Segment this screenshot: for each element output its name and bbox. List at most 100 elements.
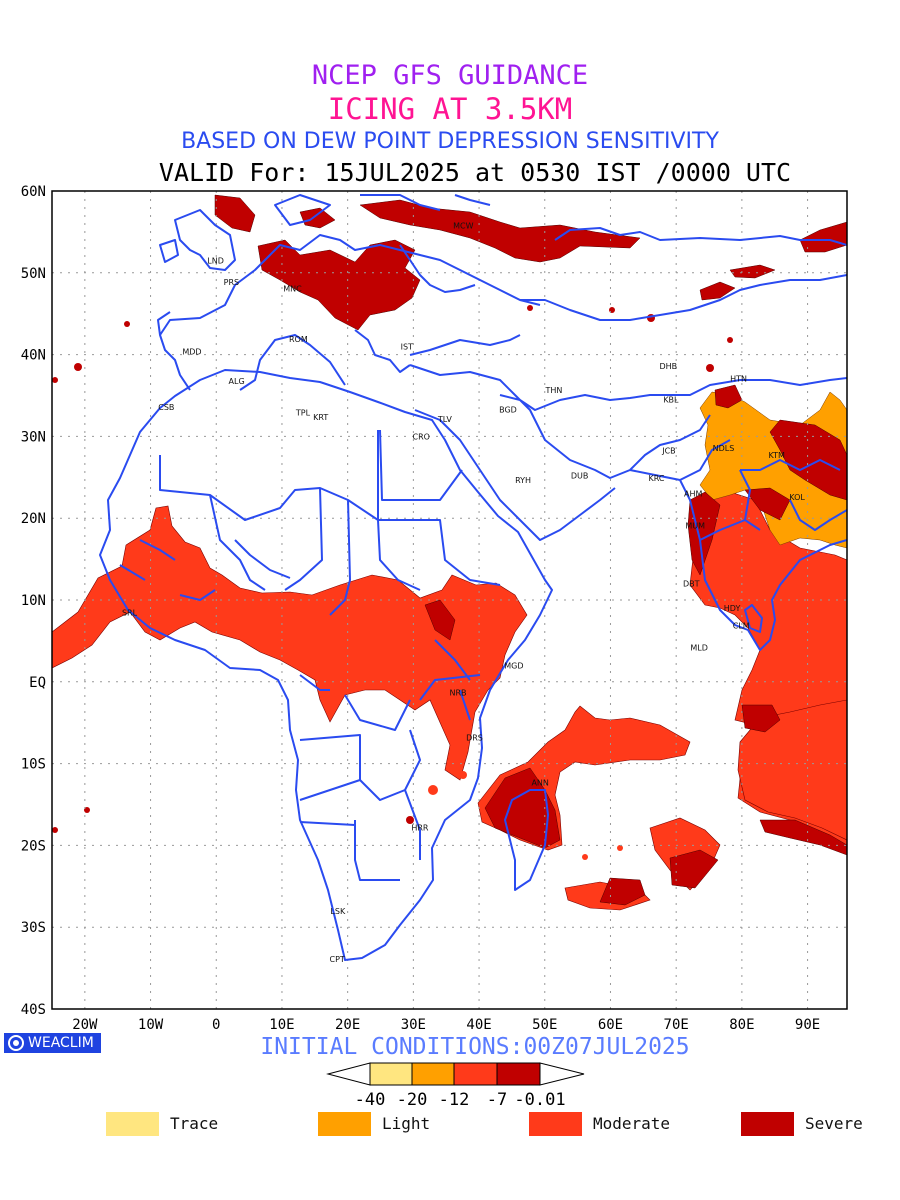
weaclim-logo: WEACLIM bbox=[4, 1033, 101, 1053]
lat-tick-label: 20S bbox=[21, 838, 46, 854]
station-cpt: CPT bbox=[330, 955, 345, 964]
station-kbl: KBL bbox=[663, 396, 679, 405]
lon-tick-label: 50E bbox=[532, 1017, 557, 1033]
colorbar-right-arrow bbox=[539, 1062, 585, 1086]
station-dhb: DHB bbox=[659, 362, 677, 371]
station-kol: KOL bbox=[789, 493, 805, 502]
legend-swatch-severe bbox=[741, 1112, 794, 1136]
lon-axis: 20W 10W 0 10E 20E 30E 40E 50E 60E 70E 80E 90E bbox=[72, 1017, 820, 1033]
legend-swatch-moderate bbox=[529, 1112, 582, 1136]
colorbar-light bbox=[411, 1062, 455, 1086]
station-htn: HTN bbox=[730, 374, 747, 383]
valid-time: VALID For: 15JUL2025 at 0530 IST /0000 U… bbox=[158, 158, 792, 187]
lon-tick-label: 10E bbox=[269, 1017, 294, 1033]
station-lsk: LSK bbox=[330, 907, 346, 916]
title-line-1: NCEP GFS GUIDANCE bbox=[311, 60, 589, 91]
station-labels: MCW LND PRS MNC ROM MDD IST ALG CSB TPL KRT TLV CRO B… bbox=[122, 221, 805, 964]
colorbar-severe bbox=[496, 1062, 541, 1086]
country-boundaries bbox=[99, 194, 847, 961]
lon-tick-label: 40E bbox=[466, 1017, 491, 1033]
legend-swatch-trace bbox=[106, 1112, 159, 1136]
station-dub: DUB bbox=[571, 472, 589, 481]
lat-tick-label: 10N bbox=[21, 593, 46, 609]
lon-tick-label: 20W bbox=[72, 1017, 98, 1033]
lat-tick-label: 30S bbox=[21, 920, 46, 936]
lon-tick-label: 0 bbox=[212, 1017, 220, 1033]
station-krc: KRC bbox=[648, 474, 664, 483]
station-mgd: MGD bbox=[504, 661, 523, 670]
station-thn: THN bbox=[545, 386, 563, 395]
station-dbt: DBT bbox=[683, 580, 700, 589]
station-rom: ROM bbox=[289, 335, 308, 344]
legend-label-moderate: Moderate bbox=[593, 1114, 671, 1133]
station-jcb: JCB bbox=[661, 446, 675, 455]
station-tlv: TLV bbox=[437, 415, 452, 424]
station-mnc: MNC bbox=[283, 284, 302, 293]
station-ndls: NDLS bbox=[713, 444, 735, 453]
lon-tick-label: 60E bbox=[598, 1017, 623, 1033]
station-mld: MLD bbox=[690, 643, 708, 652]
station-tpl: TPL bbox=[295, 409, 311, 418]
lon-tick-label: 70E bbox=[664, 1017, 689, 1033]
colorbar-left-arrow bbox=[326, 1062, 371, 1086]
lon-tick-label: 20E bbox=[335, 1017, 360, 1033]
logo-ring-icon bbox=[8, 1035, 24, 1051]
station-srl: SRL bbox=[122, 608, 138, 617]
icing-field bbox=[52, 194, 847, 911]
title-line-3: BASED ON DEW POINT DEPRESSION SENSITIVIT… bbox=[181, 129, 719, 154]
station-mcw: MCW bbox=[453, 221, 473, 230]
lat-axis: 60N 50N 40N 30N 20N 10N EQ 10S 20S 30S 40S bbox=[21, 184, 46, 1018]
lat-tick-label: EQ bbox=[29, 675, 46, 691]
legend-swatch-light bbox=[318, 1112, 371, 1136]
station-csb: CSB bbox=[158, 403, 174, 412]
station-alg: ALG bbox=[229, 377, 245, 386]
station-ist: IST bbox=[401, 342, 413, 351]
station-mum: MUM bbox=[685, 522, 705, 531]
lon-tick-label: 30E bbox=[401, 1017, 426, 1033]
station-hrr: HRR bbox=[411, 823, 429, 832]
lat-tick-label: 50N bbox=[21, 266, 46, 282]
colorbar-tick-label: -12 bbox=[439, 1090, 470, 1110]
station-ktm: KTM bbox=[768, 451, 785, 460]
severe-icing-areas bbox=[214, 194, 847, 906]
station-nrb: NRB bbox=[450, 688, 467, 697]
lon-tick-label: 10W bbox=[138, 1017, 164, 1033]
colorbar-trace bbox=[369, 1062, 413, 1086]
lat-tick-label: 20N bbox=[21, 511, 46, 527]
colorbar-moderate bbox=[453, 1062, 498, 1086]
station-hdy: HDY bbox=[724, 604, 741, 613]
lat-tick-label: 30N bbox=[21, 429, 46, 445]
title-line-2: ICING AT 3.5KM bbox=[327, 92, 573, 126]
lat-tick-label: 10S bbox=[21, 757, 46, 773]
legend-label-trace: Trace bbox=[170, 1114, 219, 1133]
logo-text: WEACLIM bbox=[28, 1035, 94, 1051]
colorbar-tick-label: -40 bbox=[355, 1090, 386, 1110]
station-lnd: LND bbox=[207, 257, 224, 266]
legend-label-severe: Severe bbox=[805, 1114, 863, 1133]
station-clm: CLM bbox=[733, 621, 750, 630]
legend-label-light: Light bbox=[382, 1114, 431, 1133]
station-drs: DRS bbox=[466, 733, 483, 742]
colorbar-tick-label: -20 bbox=[397, 1090, 428, 1110]
station-ryh: RYH bbox=[515, 476, 531, 485]
lat-tick-label: 40S bbox=[21, 1002, 46, 1018]
station-krt: KRT bbox=[313, 413, 328, 422]
station-prs: PRS bbox=[224, 278, 239, 287]
station-ann: ANN bbox=[531, 778, 548, 787]
station-bgd: BGD bbox=[499, 405, 517, 414]
graticule bbox=[52, 190, 847, 1010]
initial-conditions: INITIAL CONDITIONS:00Z07JUL2025 bbox=[260, 1034, 690, 1060]
colorbar-tick-label: -7 bbox=[487, 1090, 507, 1110]
moderate-icing-areas bbox=[52, 491, 847, 911]
map-frame bbox=[51, 190, 848, 1010]
lon-tick-label: 80E bbox=[729, 1017, 754, 1033]
colorbar: -40 -20 -12 -7 -0.01 bbox=[326, 1062, 585, 1110]
colorbar-tick-label: -0.01 bbox=[514, 1090, 565, 1110]
station-mdd: MDD bbox=[182, 347, 201, 356]
station-ahm: AHM bbox=[684, 490, 702, 499]
lon-tick-label: 90E bbox=[795, 1017, 820, 1033]
lat-tick-label: 40N bbox=[21, 348, 46, 364]
lat-tick-label: 60N bbox=[21, 184, 46, 200]
station-cro: CRO bbox=[413, 432, 430, 441]
